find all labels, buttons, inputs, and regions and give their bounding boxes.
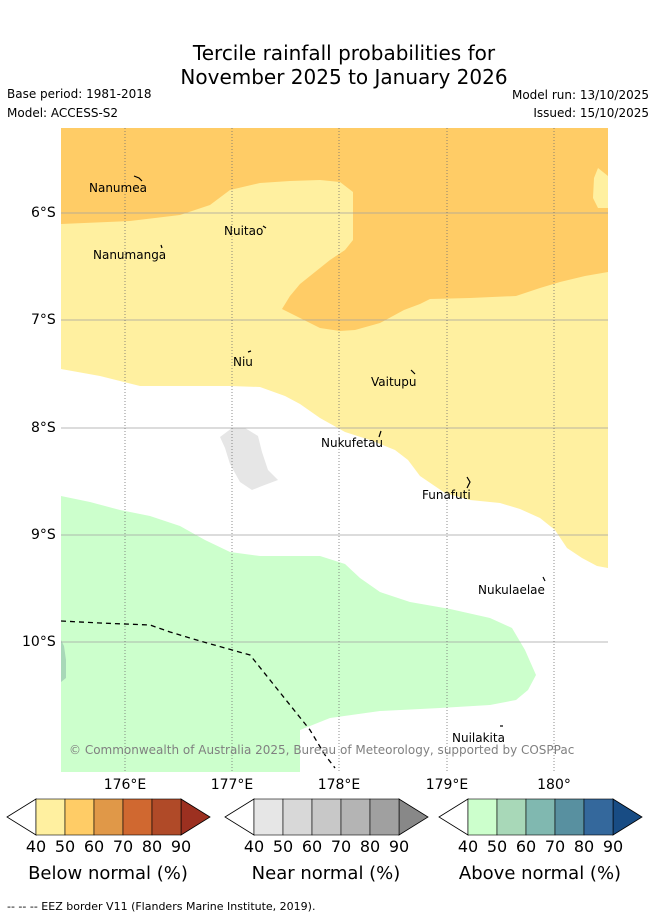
colorbar-near-cell bbox=[253, 798, 284, 836]
near-normal-40-region bbox=[220, 428, 278, 490]
cb3-tick: 70 bbox=[544, 837, 566, 856]
below-normal-40-patch-east bbox=[593, 168, 608, 208]
cb2-tick: 50 bbox=[272, 837, 294, 856]
copyright-notice: © Commonwealth of Australia 2025, Bureau… bbox=[69, 743, 575, 757]
colorbar-above-cell bbox=[525, 798, 556, 836]
colorbar-near-cell bbox=[369, 798, 400, 836]
lat-gridlines bbox=[61, 212, 608, 643]
place-label-niu: Niu bbox=[233, 355, 253, 369]
above-normal-40-region bbox=[61, 496, 536, 772]
island-vaitupu bbox=[410, 369, 416, 375]
colorbar-below-cell bbox=[151, 798, 182, 836]
cb3-tick: 40 bbox=[457, 837, 479, 856]
island-nukulaelae bbox=[542, 576, 546, 582]
model-run: Model run: 13/10/2025 bbox=[511, 88, 649, 102]
lon-label-179e: 179°E bbox=[425, 777, 469, 793]
colorbar-above-cell bbox=[554, 798, 585, 836]
colorbar-below-cell bbox=[35, 798, 66, 836]
islands bbox=[133, 175, 546, 727]
cb3-tick: 50 bbox=[486, 837, 508, 856]
model-name: Model: ACCESS-S2 bbox=[7, 106, 119, 120]
colorbar-near-label: Near normal (%) bbox=[251, 863, 401, 884]
colorbar-near-cell bbox=[311, 798, 342, 836]
cb2-tick: 70 bbox=[330, 837, 352, 856]
lat-label-10s: 10°S bbox=[22, 634, 56, 650]
cb3-high-arrow bbox=[612, 798, 643, 836]
issued-date: Issued: 15/10/2025 bbox=[533, 106, 649, 120]
cb2-tick: 80 bbox=[359, 837, 381, 856]
island-nanumea bbox=[133, 175, 143, 182]
cb1-tick: 60 bbox=[83, 837, 105, 856]
cb2-tick: 90 bbox=[388, 837, 410, 856]
cb3-tick: 60 bbox=[515, 837, 537, 856]
place-label-nanumea: Nanumea bbox=[89, 181, 147, 195]
map-plot-area bbox=[61, 128, 608, 772]
place-label-funafuti: Funafuti bbox=[422, 488, 471, 502]
cb3-low-arrow bbox=[438, 798, 469, 836]
cb1-tick: 50 bbox=[54, 837, 76, 856]
place-label-nukufetau: Nukufetau bbox=[321, 436, 384, 450]
eez-border bbox=[61, 620, 336, 769]
island-funafuti bbox=[466, 476, 471, 489]
island-nukufetau bbox=[378, 430, 382, 438]
colorbar-below-cell bbox=[93, 798, 124, 836]
lat-label-8s: 8°S bbox=[31, 420, 56, 436]
colorbar-near-cell bbox=[282, 798, 313, 836]
cb2-tick: 60 bbox=[301, 837, 323, 856]
colorbar-above-cell bbox=[496, 798, 527, 836]
map-title-line2: November 2025 to January 2026 bbox=[180, 65, 508, 89]
map-title-line1: Tercile rainfall probabilities for bbox=[192, 41, 496, 65]
lon-gridlines bbox=[124, 128, 555, 772]
place-label-vaitupu: Vaitupu bbox=[371, 375, 417, 389]
lon-label-176e: 176°E bbox=[103, 777, 147, 793]
base-period: Base period: 1981-2018 bbox=[7, 87, 152, 101]
cb2-low-arrow bbox=[224, 798, 255, 836]
above-normal-50-patch bbox=[61, 640, 66, 682]
lat-label-6s: 6°S bbox=[31, 205, 56, 221]
below-normal-50-region bbox=[61, 128, 608, 331]
cb3-tick: 80 bbox=[573, 837, 595, 856]
colorbar-below-label: Below normal (%) bbox=[28, 863, 188, 884]
cb1-tick: 90 bbox=[170, 837, 192, 856]
lon-label-177e: 177°E bbox=[210, 777, 254, 793]
cb3-tick: 90 bbox=[602, 837, 624, 856]
cb1-low-arrow bbox=[6, 798, 37, 836]
lon-label-178e: 178°E bbox=[317, 777, 361, 793]
colorbar-above-cell bbox=[583, 798, 614, 836]
cb1-high-arrow bbox=[180, 798, 211, 836]
cb1-tick: 40 bbox=[25, 837, 47, 856]
colorbar-below-cell bbox=[64, 798, 95, 836]
lon-label-180: 180° bbox=[537, 777, 571, 793]
cb2-high-arrow bbox=[398, 798, 429, 836]
lat-label-7s: 7°S bbox=[31, 312, 56, 328]
cb1-tick: 70 bbox=[112, 837, 134, 856]
cb1-tick: 80 bbox=[141, 837, 163, 856]
colorbar-above-cell bbox=[467, 798, 498, 836]
colorbar-below-cell bbox=[122, 798, 153, 836]
island-niu bbox=[247, 350, 252, 353]
colorbar-cells bbox=[35, 798, 614, 836]
island-nuitao bbox=[262, 225, 267, 229]
colorbar-near-cell bbox=[340, 798, 371, 836]
lat-label-9s: 9°S bbox=[31, 527, 56, 543]
place-label-nuilakita: Nuilakita bbox=[452, 731, 505, 745]
cb2-tick: 40 bbox=[243, 837, 265, 856]
place-label-nuitao: Nuitao bbox=[224, 224, 264, 238]
place-label-nukulaelae: Nukulaelae bbox=[478, 583, 545, 597]
colorbar-above-label: Above normal (%) bbox=[458, 863, 622, 884]
island-nanumanga bbox=[160, 244, 163, 249]
place-label-nanumanga: Nanumanga bbox=[93, 248, 167, 262]
eez-footnote: -- -- -- EEZ border V11 (Flanders Marine… bbox=[7, 900, 316, 913]
